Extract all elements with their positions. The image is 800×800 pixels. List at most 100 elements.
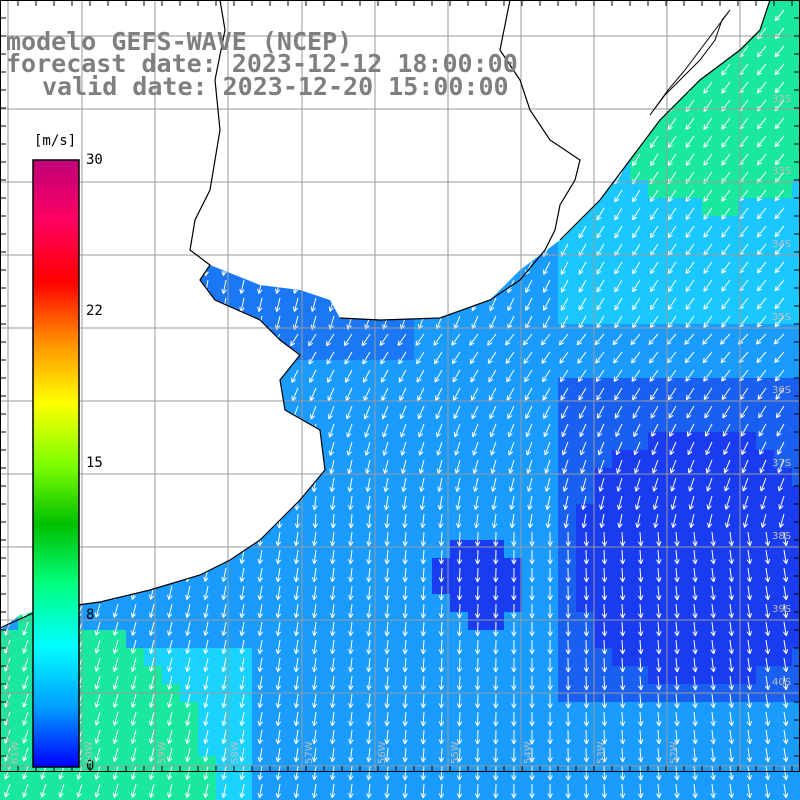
field-cell: [504, 198, 522, 216]
wind-arrow: [166, 387, 173, 402]
field-cell: [756, 180, 774, 198]
wind-arrow: [728, 693, 734, 709]
field-cell: [684, 630, 702, 648]
wind-arrow: [649, 45, 659, 59]
field-cell: [756, 522, 774, 540]
field-cell: [630, 288, 648, 306]
wind-arrow: [203, 585, 209, 601]
field-cell: [432, 180, 450, 198]
field-cell: [396, 738, 414, 756]
field-cell: [198, 522, 216, 540]
field-cell: [720, 792, 738, 800]
field-cell: [576, 54, 594, 72]
field-cell: [522, 432, 540, 450]
wind-arrow: [453, 297, 461, 312]
wind-arrow: [764, 675, 771, 691]
wind-arrow: [94, 693, 101, 708]
field-cell: [252, 468, 270, 486]
wind-arrow: [257, 225, 263, 240]
wind-arrow: [692, 603, 698, 619]
field-cell: [774, 108, 792, 126]
field-cell: [234, 450, 252, 468]
field-cell: [720, 666, 738, 684]
field-cell: [450, 594, 468, 612]
field-cell: [288, 144, 306, 162]
wind-arrow: [4, 369, 11, 384]
field-cell: [792, 0, 800, 18]
wind-arrow: [493, 639, 499, 655]
wind-arrow: [619, 783, 626, 799]
field-cell: [720, 108, 738, 126]
field-cell: [414, 288, 432, 306]
wind-arrow: [529, 657, 535, 673]
field-cell: [522, 540, 540, 558]
wind-arrow: [637, 531, 644, 547]
wind-arrow: [764, 603, 771, 619]
field-cell: [144, 234, 162, 252]
field-cell: [0, 432, 18, 450]
field-cell: [558, 720, 576, 738]
field-cell: [522, 666, 540, 684]
field-cell: [756, 612, 774, 630]
field-cell: [756, 648, 774, 666]
wind-arrow: [114, 153, 120, 169]
field-cell: [558, 216, 576, 234]
wind-arrow: [420, 603, 427, 619]
field-cell: [648, 792, 666, 800]
field-cell: [540, 648, 558, 666]
field-cell: [540, 522, 558, 540]
field-cell: [180, 324, 198, 342]
wind-arrow: [347, 477, 353, 493]
wind-arrow: [746, 621, 753, 637]
wind-arrow: [525, 279, 533, 293]
field-cell: [396, 594, 414, 612]
field-cell: [18, 108, 36, 126]
field-cell: [594, 738, 612, 756]
wind-arrow: [167, 459, 174, 475]
field-cell: [144, 702, 162, 720]
field-cell: [414, 774, 432, 792]
field-cell: [612, 360, 630, 378]
field-cell: [486, 630, 504, 648]
wind-arrow: [348, 585, 354, 601]
field-cell: [648, 756, 666, 774]
wind-arrow: [561, 441, 569, 456]
field-cell: [558, 198, 576, 216]
field-cell: [342, 378, 360, 396]
field-cell: [792, 612, 800, 630]
wind-arrow: [596, 297, 605, 311]
field-cell: [540, 306, 558, 324]
field-cell: [576, 378, 594, 396]
wind-arrow: [221, 531, 227, 547]
wind-arrow: [402, 657, 408, 673]
wind-arrow: [453, 9, 461, 24]
wind-arrow: [685, 279, 695, 292]
field-cell: [396, 630, 414, 648]
field-cell: [666, 540, 684, 558]
wind-arrow: [601, 567, 608, 583]
wind-arrow: [346, 189, 353, 204]
wind-arrow: [221, 171, 227, 187]
field-cell: [792, 720, 800, 738]
wind-arrow: [275, 531, 282, 547]
wind-arrow: [583, 747, 590, 763]
wind-arrow: [130, 765, 137, 780]
wind-arrow: [454, 459, 461, 474]
wind-arrow: [203, 783, 209, 799]
wind-arrow: [649, 153, 659, 167]
wind-arrow: [399, 387, 407, 401]
field-cell: [342, 288, 360, 306]
field-cell: [252, 486, 270, 504]
field-cell: [324, 666, 342, 684]
field-cell: [324, 774, 342, 792]
wind-arrow: [721, 63, 731, 76]
field-cell: [756, 666, 774, 684]
wind-arrow: [384, 765, 390, 781]
field-cell: [648, 18, 666, 36]
field-cell: [108, 432, 126, 450]
field-cell: [162, 450, 180, 468]
field-cell: [378, 720, 396, 738]
field-cell: [414, 144, 432, 162]
wind-arrow: [328, 279, 335, 294]
field-cell: [468, 288, 486, 306]
